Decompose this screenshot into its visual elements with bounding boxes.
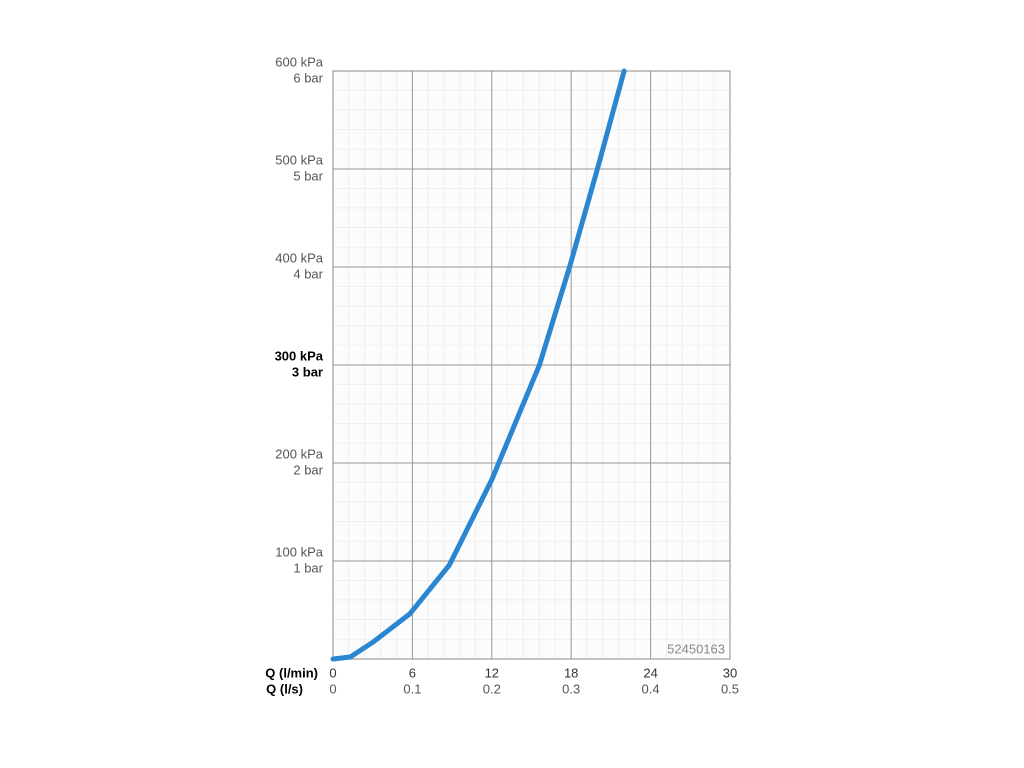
- x2-tick-label: 0.4: [642, 681, 660, 696]
- y-tick-bar-label: 4 bar: [293, 266, 323, 281]
- x2-axis-label: Q (l/s): [266, 681, 303, 696]
- annotation: 52450163: [667, 641, 725, 656]
- x-axis-label: Q (l/min): [265, 665, 318, 680]
- x-tick-label: 6: [409, 665, 416, 680]
- x2-tick-label: 0: [329, 681, 336, 696]
- x-tick-label: 12: [485, 665, 499, 680]
- y-tick-label: 600 kPa: [275, 54, 323, 69]
- y-tick-bar-label: 2 bar: [293, 462, 323, 477]
- x2-tick-label: 0.5: [721, 681, 739, 696]
- x2-tick-label: 0.2: [483, 681, 501, 696]
- x2-tick-label: 0.3: [562, 681, 580, 696]
- plot-border: [332, 70, 731, 660]
- x-tick-label: 18: [564, 665, 578, 680]
- x-tick-label: 30: [723, 665, 737, 680]
- y-tick-label: 300 kPa: [275, 348, 324, 363]
- y-tick-bar-label: 5 bar: [293, 168, 323, 183]
- y-tick-bar-label: 6 bar: [293, 70, 323, 85]
- y-tick-bar-label: 3 bar: [292, 364, 323, 379]
- y-tick-label: 400 kPa: [275, 250, 323, 265]
- curve: [330, 68, 627, 662]
- y-tick-label: 500 kPa: [275, 152, 323, 167]
- x-tick-label: 24: [643, 665, 657, 680]
- y-tick-label: 200 kPa: [275, 446, 323, 461]
- y-tick-bar-label: 1 bar: [293, 560, 323, 575]
- y-tick-label: 100 kPa: [275, 544, 323, 559]
- x2-tick-label: 0.1: [403, 681, 421, 696]
- x-tick-label: 0: [329, 665, 336, 680]
